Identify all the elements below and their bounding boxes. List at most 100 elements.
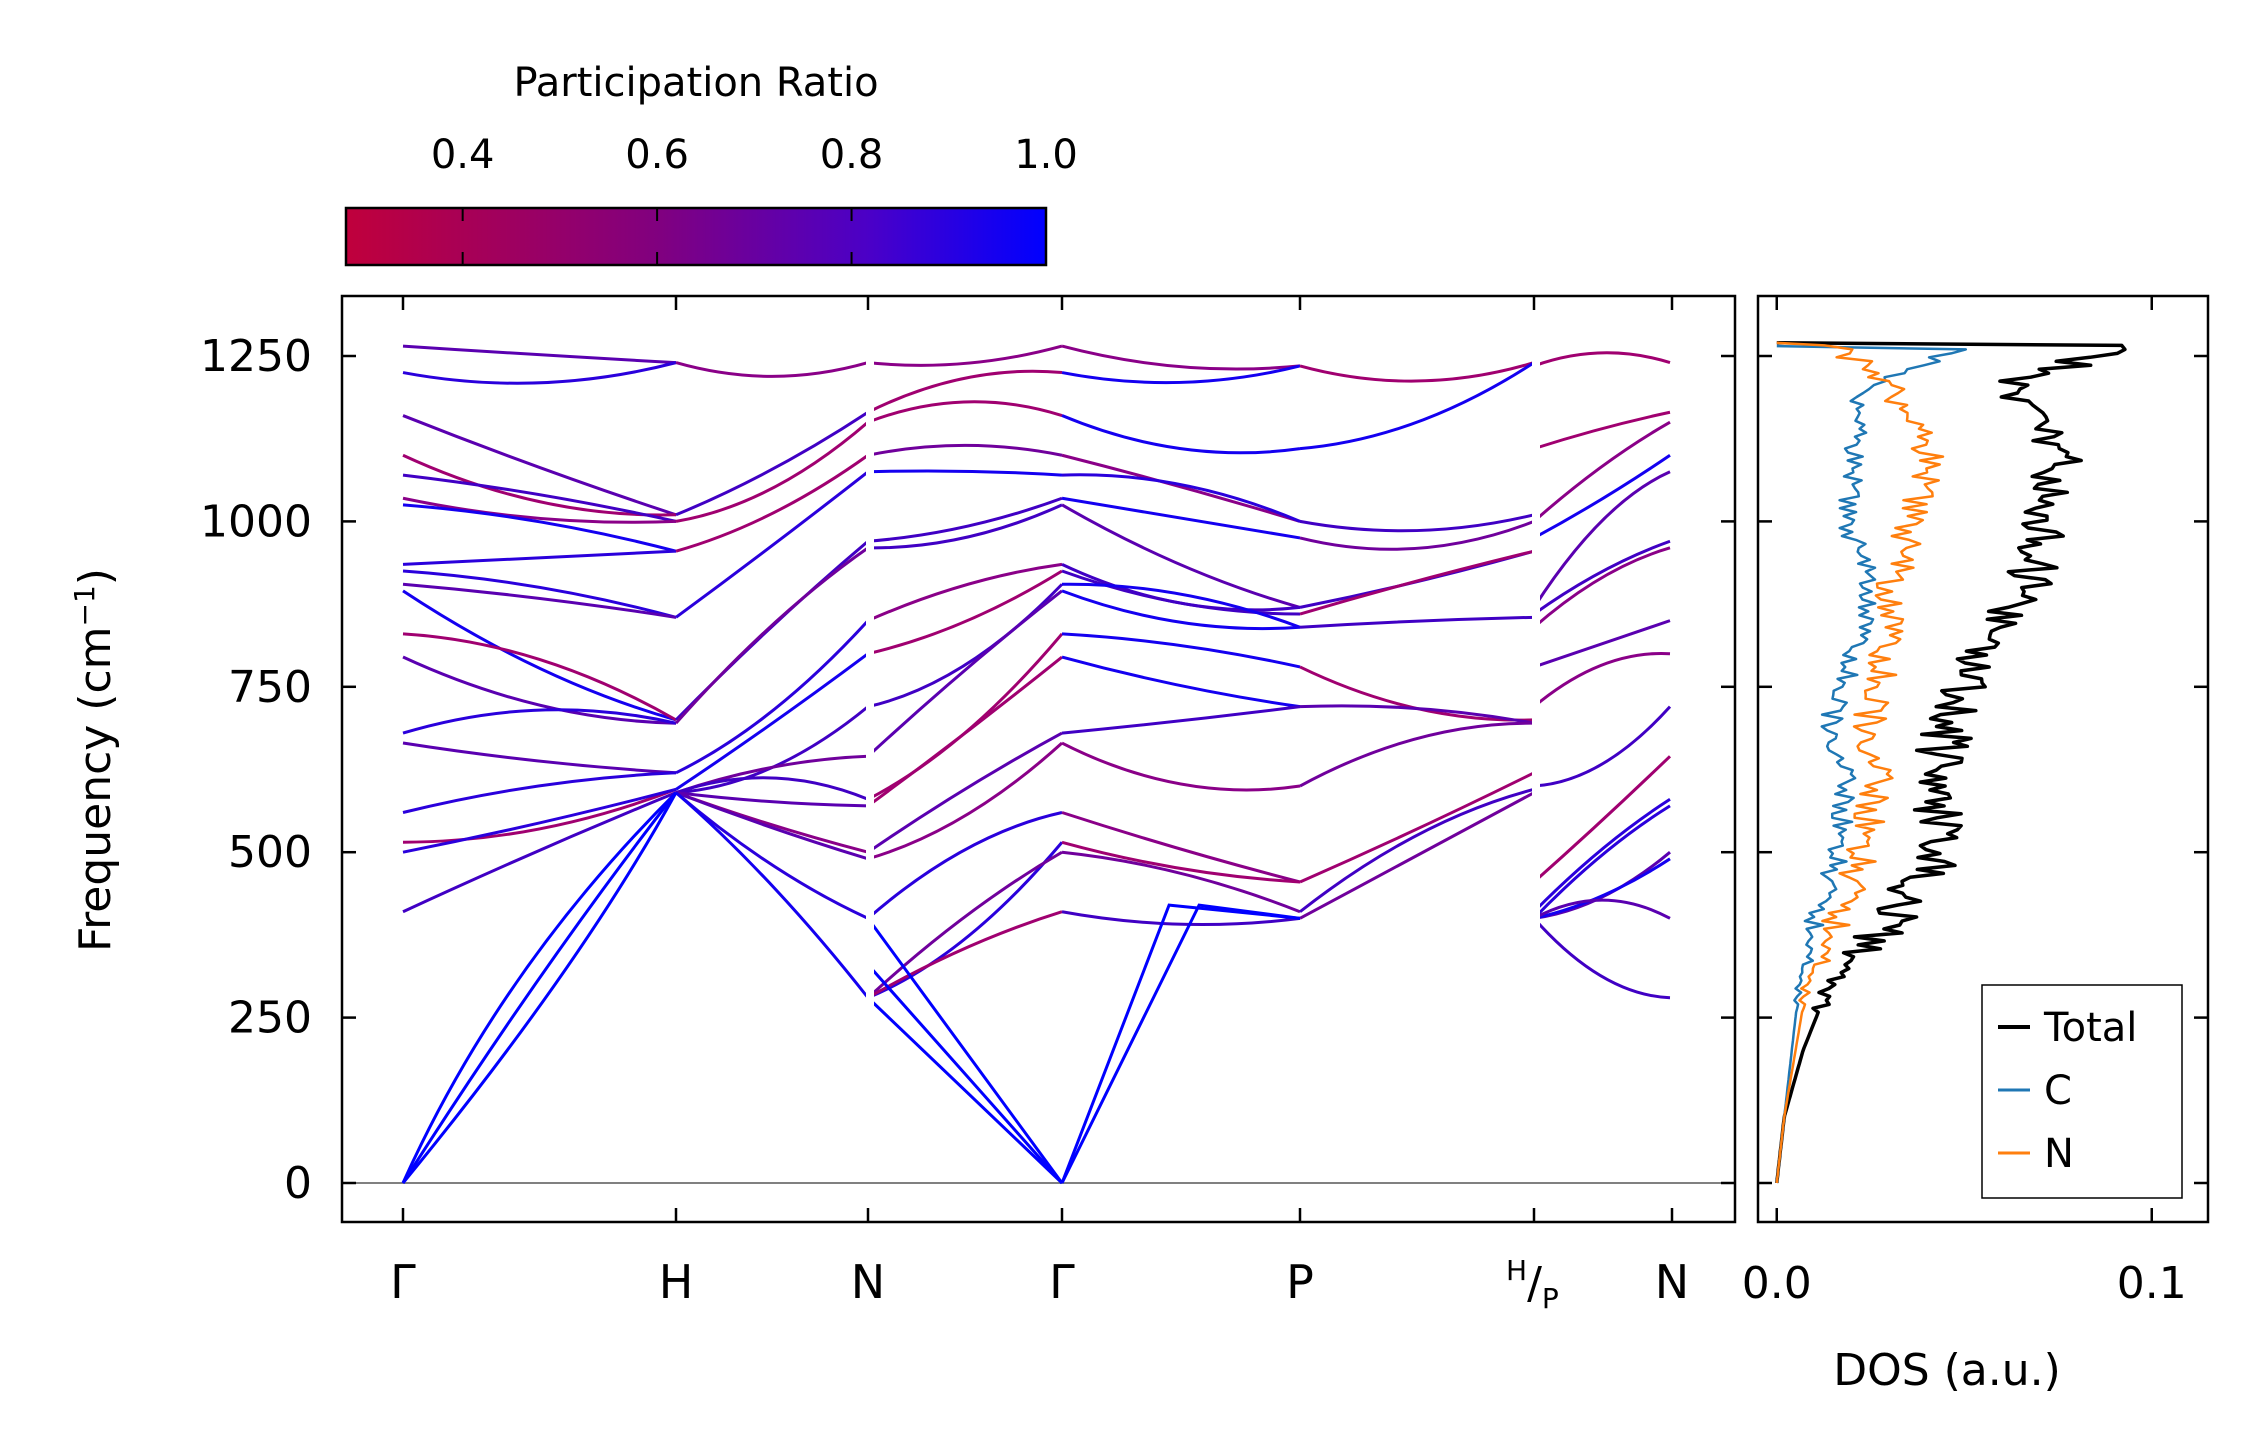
band-n-gamma <box>867 741 1064 861</box>
band-gamma-p <box>1061 811 1301 884</box>
band-n-gamma <box>867 569 1063 656</box>
path-label: N <box>851 1255 885 1309</box>
band-p-n <box>1533 453 1671 540</box>
band-n-gamma <box>867 731 1063 854</box>
band-p-h <box>1299 787 1535 913</box>
band-h-n <box>675 619 870 775</box>
acoustic-branch-gamma-p <box>1060 903 1301 1184</box>
path-axis: Γ H N Γ P H/P N <box>390 296 1689 1315</box>
band-h-n <box>675 754 869 795</box>
band-p-h <box>1299 771 1535 884</box>
band-p-n <box>1532 798 1671 913</box>
band-gamma-h <box>402 589 677 722</box>
band-n-gamma <box>867 503 1063 550</box>
band-gamma-h <box>402 344 677 365</box>
colorbar-tick-label: 0.8 <box>820 132 884 178</box>
band-gamma-h <box>402 791 677 914</box>
band-n-gamma <box>867 400 1063 424</box>
path-segment-breaks <box>866 330 1540 1030</box>
path-label-p-part: P <box>1542 1282 1559 1315</box>
band-gamma-p <box>1061 503 1301 609</box>
band-gamma-h <box>402 787 677 854</box>
band-p-n <box>1533 539 1671 616</box>
band-gamma-h <box>402 414 677 517</box>
acoustic-branch-gamma-p <box>1060 903 1301 1184</box>
band-gamma-h <box>402 771 677 814</box>
dos-axis-label: DOS (a.u.) <box>1833 1345 2061 1396</box>
frequency-axis-label-close: ) <box>70 568 121 585</box>
band-p-n <box>1532 917 1671 1000</box>
band-p-h <box>1299 361 1535 451</box>
dos-tick-label: 0.1 <box>2117 1258 2187 1309</box>
band-gamma-p <box>1061 344 1301 371</box>
band-n-gamma <box>866 850 1063 999</box>
band-p-n <box>1533 755 1672 884</box>
band-n-gamma <box>867 632 1064 801</box>
acoustic-branch-gamma-h <box>401 791 678 1184</box>
path-label-slash: / <box>1527 1258 1542 1309</box>
dos-axis: 0.0 0.1 <box>1742 296 2208 1309</box>
band-n-gamma <box>866 589 1063 758</box>
acoustic-branch-n-gamma <box>866 917 1064 1184</box>
band-p-n <box>1533 898 1671 920</box>
band-n-gamma <box>867 562 1063 623</box>
colorbar-gradient <box>344 206 1048 267</box>
band-p-n <box>1532 470 1671 609</box>
dos-series <box>1775 341 2127 1184</box>
band-n-gamma <box>867 910 1063 1000</box>
band-n-gamma <box>867 841 1064 1000</box>
frequency-tick-label: 750 <box>228 662 312 713</box>
band-p-n <box>1533 651 1671 708</box>
band-p-h <box>1299 721 1535 788</box>
band-h-n <box>675 791 869 920</box>
band-n-gamma <box>867 443 1063 457</box>
band-h-n <box>675 791 869 861</box>
band-p-n <box>1533 420 1671 523</box>
band-n-gamma <box>867 369 1063 414</box>
segment-gap <box>1532 330 1540 1030</box>
acoustic-branch-gamma-h <box>401 791 678 1184</box>
dos-panel: 0.0 0.1 DOS (a.u.) Total C N <box>1742 294 2210 1396</box>
path-label: H <box>659 1255 694 1309</box>
band-n-gamma <box>867 583 1064 709</box>
band-n-gamma <box>867 811 1063 920</box>
path-label: Γ <box>390 1255 416 1309</box>
band-p-n <box>1533 857 1671 920</box>
band-gamma-h <box>402 503 677 553</box>
band-gamma-p <box>1061 496 1301 540</box>
colorbar: Participation Ratio 0.4 0.6 0.8 1.0 <box>344 60 1078 267</box>
band-p-h <box>1299 513 1535 533</box>
dos-line-total <box>1775 341 2127 1184</box>
path-label-h-p: H/P <box>1506 1254 1559 1315</box>
band-gamma-p <box>1061 655 1301 709</box>
band-p-h <box>1299 704 1535 725</box>
colorbar-title: Participation Ratio <box>513 60 878 106</box>
band-gamma-p <box>1061 589 1301 631</box>
band-n-gamma <box>867 496 1063 543</box>
band-gamma-p <box>1061 473 1301 523</box>
band-h-n <box>675 361 869 378</box>
frequency-tick-label: 1250 <box>200 331 312 382</box>
colorbar-tick-label: 1.0 <box>1014 132 1078 178</box>
colorbar-ticks <box>461 208 1047 265</box>
band-gamma-p <box>1061 850 1301 914</box>
legend-label-n: N <box>2044 1131 2074 1177</box>
band-p-n <box>1533 619 1671 669</box>
dos-plot-frame <box>1756 294 2210 1224</box>
acoustic-branch-n-gamma <box>866 963 1064 1184</box>
band-h-n <box>675 705 869 795</box>
legend-label-total: Total <box>2043 1005 2137 1051</box>
band-p-n <box>1533 705 1672 788</box>
path-label-h-part: H <box>1506 1254 1527 1287</box>
band-h-n <box>675 470 869 619</box>
path-label: P <box>1286 1255 1314 1309</box>
band-p-h <box>1299 791 1535 920</box>
frequency-tick-label: 500 <box>228 827 312 878</box>
band-gamma-p <box>1061 582 1301 629</box>
band-plot-frame <box>340 294 1737 1224</box>
band-gamma-h <box>402 655 677 725</box>
acoustic-branch-n-gamma <box>866 996 1064 1185</box>
band-gamma-h <box>402 361 677 385</box>
band-gamma-p <box>1061 414 1301 455</box>
